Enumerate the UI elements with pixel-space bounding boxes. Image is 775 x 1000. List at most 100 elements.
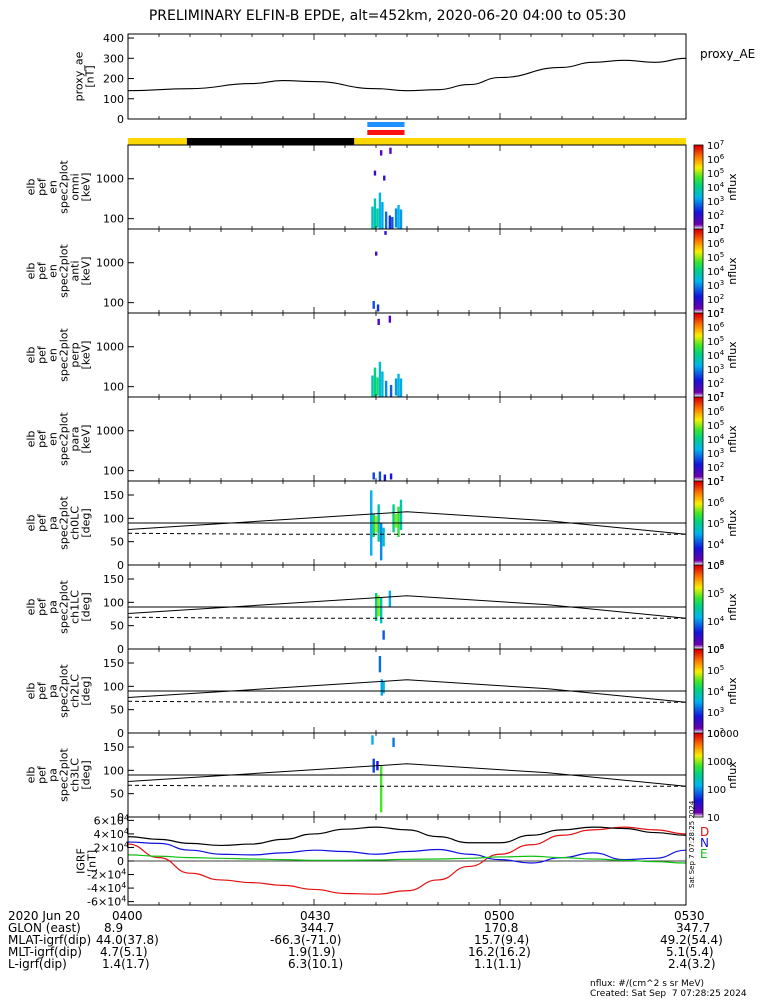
pitch-angle-ch0-event-mark xyxy=(397,506,400,537)
ae-panel-frame xyxy=(127,33,687,120)
colorbar-2-swatch xyxy=(694,360,703,363)
colorbar-4-swatch xyxy=(694,482,703,485)
pitch-angle-ch1-event-mark xyxy=(388,590,392,607)
colorbar-2-swatch xyxy=(694,394,703,397)
footer-cell-1-1: -66.3(-71.0) xyxy=(270,933,342,947)
colorbar-4-swatch xyxy=(694,518,703,521)
colorbar-3-swatch xyxy=(694,433,703,436)
colorbar-1-swatch xyxy=(694,266,703,269)
colorbar-0-tick-label: 103 xyxy=(707,195,724,208)
colorbar-3-swatch xyxy=(694,409,703,412)
igrf-legend-N: N xyxy=(700,836,709,850)
colorbar-2-swatch xyxy=(694,334,703,336)
colorbar-0-swatch xyxy=(694,164,703,167)
colorbar-5-swatch xyxy=(694,614,703,616)
igrf-ytick-label: 2×104 xyxy=(94,840,129,854)
footer-cell-1-2: 15.7(9.4) xyxy=(474,933,530,947)
colorbar-2-swatch xyxy=(694,376,703,378)
colorbar-1-swatch xyxy=(694,279,703,282)
colorbar-5-swatch xyxy=(694,628,703,630)
colorbar-6-swatch xyxy=(694,714,703,717)
colorbar-1-tick-label: 105 xyxy=(707,251,724,264)
footer-cell-0-1: 344.7 xyxy=(300,921,335,935)
igrf-ytick-label: 0 xyxy=(117,855,124,868)
colorbar-0-swatch xyxy=(694,149,703,152)
colorbar-6-swatch xyxy=(694,705,703,707)
colorbar-3-swatch xyxy=(694,422,703,425)
spectrogram-omni-event-mark xyxy=(371,206,374,229)
colorbar-6-swatch xyxy=(694,702,703,705)
footer-cell-2-2: 16.2(16.2) xyxy=(468,945,531,959)
colorbar-4-swatch xyxy=(694,486,703,489)
colorbar-3-swatch xyxy=(694,440,703,443)
colorbar-1-label: nflux xyxy=(726,257,739,285)
colorbar-0-swatch xyxy=(694,215,703,217)
colorbar-4-swatch xyxy=(694,538,703,541)
colorbar-2-swatch xyxy=(694,373,703,376)
spectrogram-para-frame xyxy=(127,396,687,482)
colorbar-6-tick-label: 103 xyxy=(707,706,724,719)
pitch-angle-ch1-event-mark xyxy=(382,630,385,640)
colorbar-2-tick-label: 105 xyxy=(707,335,724,348)
colorbar-3-swatch xyxy=(694,450,703,453)
colorbar-5-swatch xyxy=(694,576,703,579)
colorbar-7-swatch xyxy=(694,752,703,755)
colorbar-5-swatch xyxy=(694,643,703,646)
footer-time-3: 0530 xyxy=(674,909,705,923)
colorbar-1-swatch xyxy=(694,272,703,275)
spectrogram-para-ylabel-line: para xyxy=(69,427,82,452)
pitch-angle-ch0-ytick-label: 100 xyxy=(103,512,124,525)
colorbar-3-swatch xyxy=(694,476,703,479)
colorbar-1-swatch xyxy=(694,283,703,286)
colorbar-3-swatch xyxy=(694,432,703,434)
colorbar-6-swatch xyxy=(694,650,703,653)
spectrogram-perp-event-mark xyxy=(373,367,377,397)
colorbar-2-swatch xyxy=(694,390,703,392)
colorbar-0-swatch xyxy=(694,166,703,168)
colorbar-7-swatch xyxy=(694,769,703,772)
colorbar-4-swatch xyxy=(694,532,703,535)
colorbar-1-swatch xyxy=(694,247,703,250)
colorbar-5-swatch xyxy=(694,605,703,608)
colorbar-6-swatch xyxy=(694,674,703,677)
colorbar-7-swatch xyxy=(694,755,703,758)
colorbar-7-swatch xyxy=(694,814,703,817)
colorbar-3-swatch xyxy=(694,420,703,423)
colorbar-5-swatch xyxy=(694,632,703,635)
colorbar-6-swatch xyxy=(694,668,703,671)
colorbar-1-tick-label: 102 xyxy=(707,293,724,306)
colorbar-0-swatch xyxy=(694,224,703,227)
colorbar-6-swatch xyxy=(694,719,703,721)
colorbar-1-swatch xyxy=(694,251,703,254)
colorbar-2-swatch xyxy=(694,374,703,377)
colorbar-3-swatch xyxy=(694,451,703,454)
colorbar-7-swatch xyxy=(694,786,703,789)
colorbar-5-swatch xyxy=(694,584,703,587)
colorbar-4-swatch xyxy=(694,493,703,496)
colorbar-0-swatch xyxy=(694,175,703,178)
colorbar-7-swatch xyxy=(694,801,703,804)
colorbar-7-swatch xyxy=(694,766,703,769)
colorbar-0-swatch xyxy=(694,160,703,163)
colorbar-2-swatch xyxy=(694,348,703,350)
colorbar-7-swatch xyxy=(694,783,703,786)
colorbar-6-swatch xyxy=(694,720,703,723)
colorbar-1-swatch xyxy=(694,303,703,306)
pitch-angle-ch0-loss-cone-line xyxy=(127,511,687,535)
colorbar-0-tick-label: 107 xyxy=(707,139,724,152)
pitch-angle-ch0-ytick-label: 0 xyxy=(117,559,124,572)
colorbar-3-swatch xyxy=(694,464,703,467)
colorbar-3-swatch xyxy=(694,437,703,440)
colorbar-7-swatch xyxy=(694,811,703,814)
colorbar-3-swatch xyxy=(694,474,703,476)
colorbar-2-swatch xyxy=(694,366,703,369)
colorbar-0-swatch xyxy=(694,157,703,160)
colorbar-1-swatch xyxy=(694,250,703,252)
colorbar-1-tick-label: 101 xyxy=(707,307,724,320)
colorbar-1-swatch xyxy=(694,282,703,285)
colorbar-4-label: nflux xyxy=(726,509,739,537)
colorbar-7-swatch xyxy=(694,742,703,745)
colorbar-0-swatch xyxy=(694,156,703,159)
pitch-angle-ch2-ytick-label: 0 xyxy=(117,727,124,740)
spectrogram-omni-event-mark xyxy=(378,192,382,229)
